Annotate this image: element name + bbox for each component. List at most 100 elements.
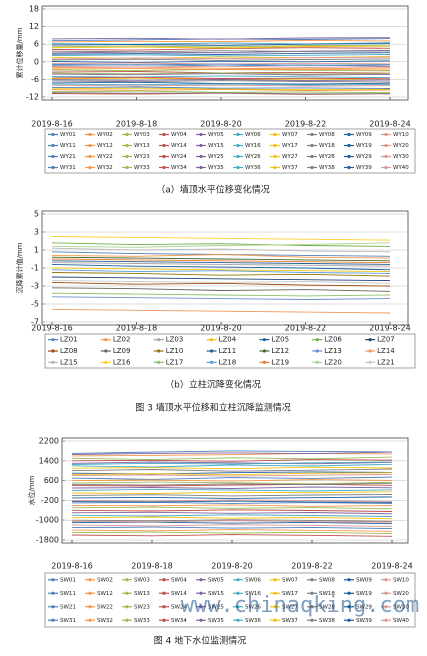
legend-label: WY11 — [60, 143, 76, 149]
legend-label: WY07 — [282, 132, 298, 138]
legend-label: SW24 — [171, 604, 187, 610]
series-line — [71, 496, 393, 499]
series-line — [71, 501, 393, 505]
legend-marker — [384, 591, 388, 595]
series-line — [71, 456, 393, 461]
legend-marker — [384, 132, 388, 137]
legend-label: LZ02 — [113, 336, 131, 344]
figure-caption: 图 4 地下水位监测情况 — [154, 635, 246, 647]
legend-label: SW21 — [60, 604, 76, 610]
series-line — [71, 451, 393, 456]
legend-marker — [51, 349, 55, 353]
legend-marker — [162, 578, 166, 582]
legend-label: LZ20 — [324, 358, 342, 366]
legend-marker — [125, 154, 129, 159]
legend-marker — [315, 338, 319, 342]
y-tick-label: 1 — [34, 246, 39, 255]
legend-marker — [51, 132, 55, 137]
series-line — [71, 516, 393, 520]
legend-marker — [368, 338, 372, 342]
legend-marker — [384, 154, 388, 159]
legend-label: SW06 — [245, 577, 261, 583]
legend-label: WY35 — [208, 165, 224, 171]
y-axis-label: 沉降累计值/mm — [15, 242, 24, 293]
legend-marker — [199, 154, 203, 159]
legend-marker — [162, 132, 166, 137]
series-line — [71, 459, 393, 462]
legend-marker — [125, 618, 129, 622]
legend-marker — [236, 605, 240, 609]
legend-label: WY18 — [319, 143, 335, 149]
legend-marker — [262, 360, 267, 364]
legend-marker — [51, 618, 55, 622]
legend-label: SW05 — [208, 577, 224, 583]
legend-label: LZ21 — [377, 358, 395, 366]
series-line — [71, 499, 393, 503]
legend-marker — [125, 165, 129, 170]
legend-label: WY14 — [171, 143, 187, 149]
legend-marker — [51, 605, 55, 609]
series-line — [51, 90, 391, 94]
legend-label: WY12 — [97, 143, 113, 149]
series-line — [51, 287, 391, 292]
x-tick-label: 2019-8-20 — [211, 562, 252, 571]
legend-label: SW18 — [319, 591, 335, 597]
legend-marker — [347, 605, 351, 609]
legend-label: SW35 — [208, 618, 224, 624]
legend-label: LZ04 — [219, 336, 237, 344]
legend-marker — [273, 165, 277, 170]
legend-marker — [88, 578, 92, 582]
legend-label: WY16 — [245, 143, 261, 149]
legend-label: WY19 — [356, 143, 372, 149]
legend-label: SW39 — [356, 618, 372, 624]
legend-label: LZ10 — [166, 347, 184, 355]
legend-label: WY30 — [393, 154, 409, 160]
legend-label: WY38 — [319, 165, 335, 171]
series-line — [71, 486, 393, 489]
legend-marker — [104, 360, 108, 364]
legend-label: SW25 — [208, 604, 224, 610]
series-line — [51, 52, 391, 55]
figure-caption: 图 3 墙顶水平位移和立柱沉降监测情况 — [135, 402, 290, 414]
legend-label: SW27 — [282, 604, 298, 610]
x-tick-label: 2019-8-18 — [116, 120, 157, 129]
legend-label: SW03 — [134, 577, 150, 583]
series-line — [51, 263, 391, 271]
series-line — [51, 84, 391, 87]
legend-marker — [88, 165, 92, 170]
legend-marker — [236, 154, 240, 159]
series-line — [71, 466, 393, 470]
series-line — [71, 511, 393, 515]
legend-label: LZ12 — [271, 347, 289, 355]
series-line — [71, 461, 393, 465]
legend-marker — [310, 618, 314, 622]
legend-marker — [368, 360, 372, 364]
legend-marker — [51, 165, 55, 170]
legend-marker — [236, 591, 240, 595]
legend-label: WY28 — [319, 154, 335, 160]
series-line — [51, 68, 391, 71]
series-line — [51, 83, 391, 86]
legend-marker — [88, 605, 92, 609]
legend-label: LZ08 — [60, 347, 78, 355]
legend-marker — [88, 143, 92, 148]
series-line — [51, 254, 391, 259]
legend-label: LZ13 — [324, 347, 342, 355]
x-tick-label: 2019-8-22 — [291, 562, 332, 571]
legend-label: WY31 — [60, 165, 76, 171]
y-tick-label: 0 — [34, 57, 39, 66]
series-line — [71, 524, 393, 527]
legend-marker — [199, 165, 203, 170]
series-line — [71, 461, 393, 465]
legend-label: LZ07 — [377, 336, 395, 344]
legend-box — [44, 333, 416, 369]
series-line — [51, 256, 391, 262]
series-line — [51, 39, 391, 43]
legend-marker — [384, 165, 388, 170]
legend-label: LZ03 — [166, 336, 184, 344]
legend-label: LZ01 — [60, 336, 78, 344]
legend-label: SW33 — [134, 618, 150, 624]
legend-marker — [199, 578, 203, 582]
legend-label: WY05 — [208, 132, 224, 138]
legend-label: WY15 — [208, 143, 224, 149]
